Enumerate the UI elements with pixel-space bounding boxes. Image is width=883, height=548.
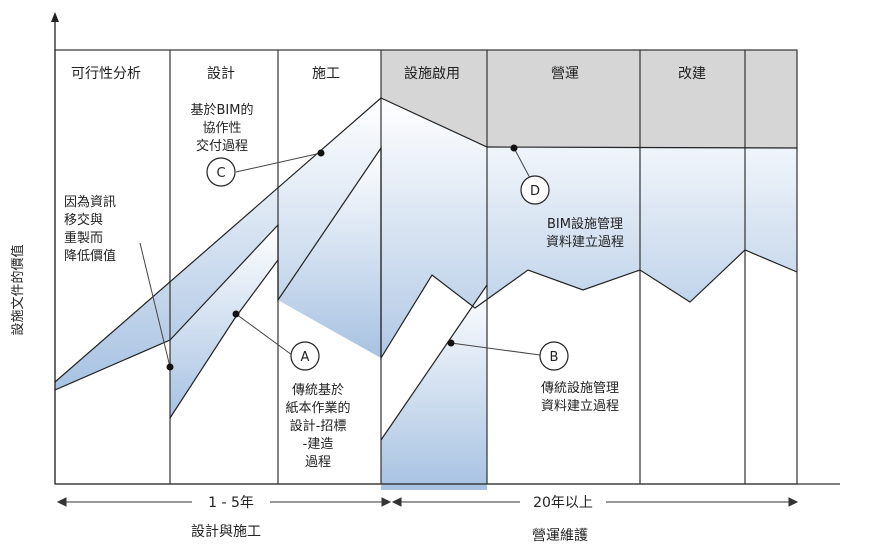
note-d-line2: 資料建立過程 xyxy=(546,235,624,250)
note-c-line1: 基於BIM的 xyxy=(191,102,254,118)
note-a-line5: 過程 xyxy=(305,455,331,470)
timeline-ops-arrow-right xyxy=(788,497,799,507)
bim-process-area xyxy=(55,98,797,390)
dot-d xyxy=(510,144,518,152)
dot-c xyxy=(317,149,325,157)
timeline-design-arrow-left xyxy=(56,497,67,507)
note-a-line3: 設計-招標 xyxy=(290,418,347,434)
trad-fm-curve xyxy=(380,284,488,441)
marker-a-letter: A xyxy=(301,350,310,365)
note-a-line1: 傳統基於 xyxy=(292,382,344,398)
timeline-ops-label: 營運維護 xyxy=(532,528,588,544)
phase-renovation: 改建 xyxy=(678,66,706,82)
note-a-line2: 紙本作業的 xyxy=(285,400,350,416)
traditional-fm-area xyxy=(381,285,487,490)
phase-feasibility: 可行性分析 xyxy=(71,66,141,82)
leader-b xyxy=(450,342,541,356)
timeline-ops-span: 20年以上 xyxy=(533,495,593,511)
note-c-line3: 交付過程 xyxy=(196,138,248,154)
y-axis-arrowhead xyxy=(51,12,59,22)
note-loss-line1: 因為資訊 xyxy=(64,194,116,210)
phase-design: 設計 xyxy=(207,66,235,82)
timeline-design-arrow-right xyxy=(381,497,392,507)
traditional-construction-area xyxy=(278,148,381,358)
trad-design-curve xyxy=(169,259,279,419)
phase-operations: 營運 xyxy=(551,66,579,82)
note-a-line4: -建造 xyxy=(303,437,334,452)
traditional-design-area xyxy=(170,225,278,418)
note-loss-line4: 降低價值 xyxy=(64,248,116,264)
leader-d xyxy=(513,147,531,179)
phase-commissioning: 設施啟用 xyxy=(404,66,460,82)
timeline-design-label: 設計與施工 xyxy=(191,524,261,540)
marker-b-letter: B xyxy=(550,350,559,365)
dot-b xyxy=(447,339,455,347)
bim-lower-curve xyxy=(54,146,798,391)
bim-upper-curve xyxy=(54,97,798,383)
timeline-ops-arrow-left xyxy=(391,497,402,507)
marker-a-circle xyxy=(290,341,320,371)
dot-a xyxy=(232,310,240,318)
leader-c xyxy=(235,152,322,173)
note-b-line1: 傳統設施管理 xyxy=(541,380,619,396)
phase-construction: 施工 xyxy=(312,66,340,82)
note-c-line2: 協作性 xyxy=(202,121,241,136)
note-d-line1: BIM設施管理 xyxy=(547,216,623,232)
y-axis-label: 設施文件的價值 xyxy=(10,244,26,335)
marker-c-circle xyxy=(206,157,236,187)
marker-b-circle xyxy=(539,341,569,371)
note-loss-line2: 移交與 xyxy=(64,212,103,228)
dot-loss xyxy=(166,363,174,371)
note-loss-line3: 重製而 xyxy=(64,230,103,246)
leader-a xyxy=(235,313,293,356)
marker-d-circle xyxy=(520,175,550,205)
timeline-design-span: 1 - 5年 xyxy=(208,495,254,511)
leader-loss xyxy=(139,242,171,368)
note-b-line2: 資料建立過程 xyxy=(541,399,619,414)
marker-c-letter: C xyxy=(216,166,225,181)
marker-d-letter: D xyxy=(530,184,540,199)
